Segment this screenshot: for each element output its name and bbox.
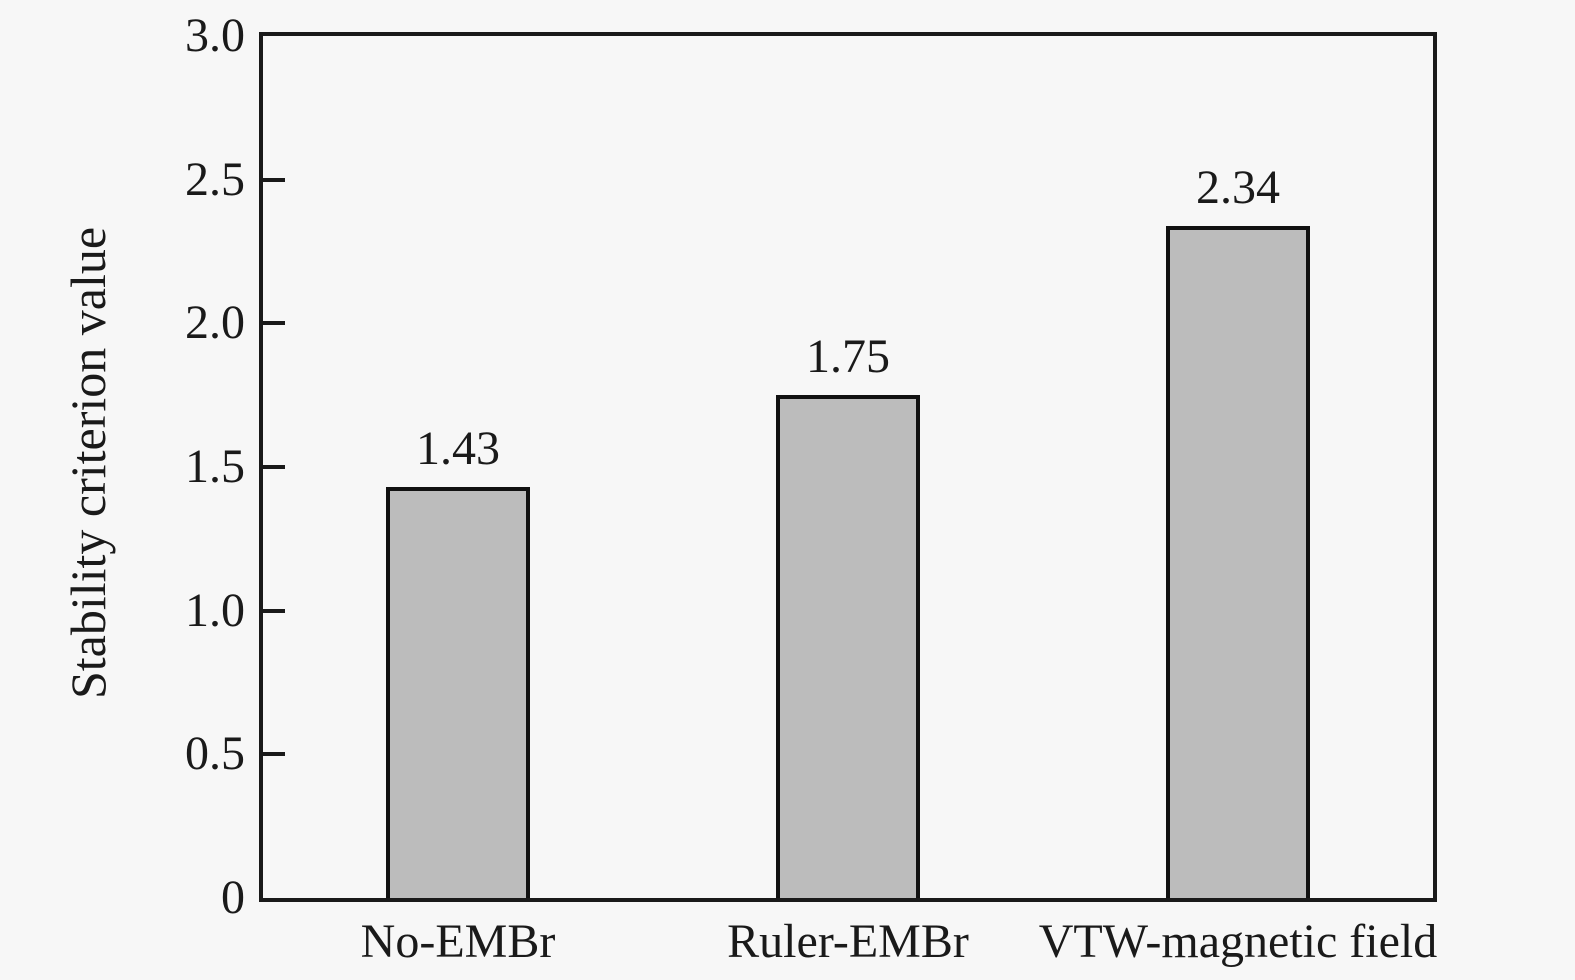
y-tick-mark [263, 177, 285, 182]
y-tick-label: 0 [221, 871, 245, 924]
plot-area: 1.43 1.75 2.34 [259, 32, 1437, 902]
x-category-label: VTW-magnetic field [1038, 915, 1438, 968]
bar-no-embr [386, 487, 530, 898]
y-tick-label: 1.0 [185, 583, 245, 637]
bar-value-label: 1.43 [416, 422, 500, 476]
y-tick-label: 2.0 [185, 296, 245, 350]
y-tick-mark [263, 608, 285, 613]
x-category-label: Ruler-EMBr [727, 915, 969, 968]
bar-value-label: 2.34 [1196, 160, 1280, 214]
y-tick-mark [263, 465, 285, 469]
y-tick-label: 1.5 [185, 440, 245, 493]
y-tick-mark [263, 321, 285, 326]
y-tick-label: 2.5 [185, 152, 245, 206]
x-category-label: No-EMBr [360, 915, 556, 968]
y-tick-mark [263, 752, 285, 757]
bar-value-label: 1.75 [806, 330, 890, 384]
y-axis-title: Stability criterion value [60, 226, 116, 700]
bar-vtw-magnetic-field [1166, 225, 1310, 898]
bar-ruler-embr [776, 395, 920, 898]
y-tick-label: 3.0 [185, 9, 245, 62]
y-tick-label: 0.5 [185, 727, 245, 781]
